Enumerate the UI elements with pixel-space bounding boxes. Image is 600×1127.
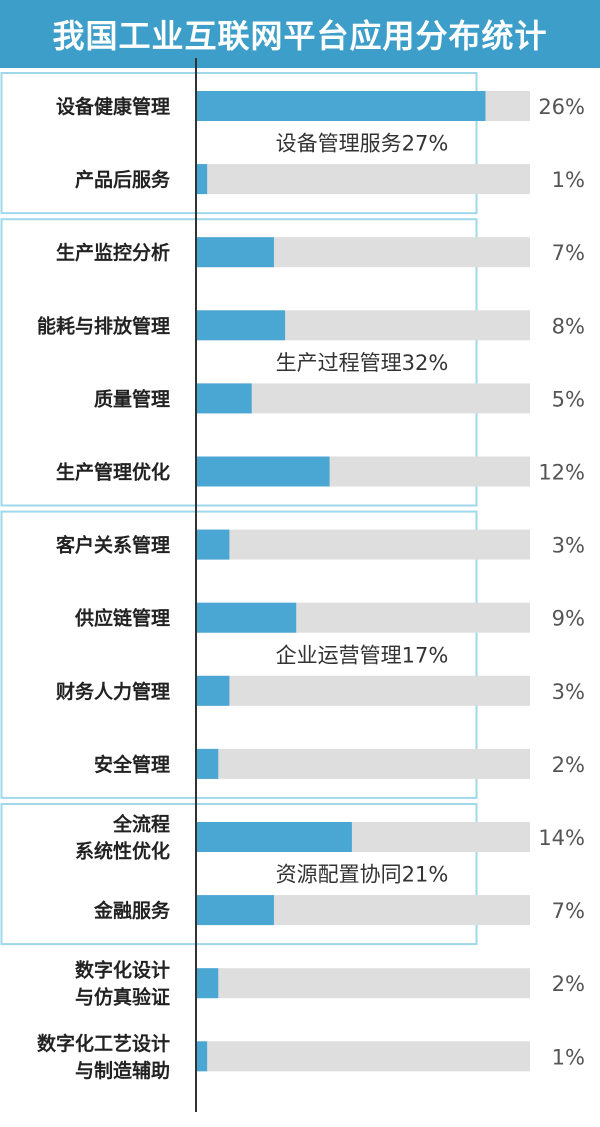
bar-track-13: [196, 1041, 530, 1072]
bar-2: [196, 237, 274, 268]
group-label-3: 资源配置协同21%: [276, 863, 449, 887]
bar-9: [196, 748, 219, 779]
value-label-12: 2%: [552, 972, 585, 996]
chart-title: 我国工业互联网平台应用分布统计: [0, 0, 600, 68]
group-label-bg-1: [254, 346, 470, 377]
value-label-8: 3%: [552, 680, 585, 704]
bar-track-8: [196, 675, 530, 706]
group-box-2: [0, 510, 478, 799]
category-label-3: 能耗与排放管理: [37, 314, 170, 337]
value-label-13: 1%: [552, 1045, 585, 1069]
category-label-1: 产品后服务: [75, 168, 171, 191]
bar-track-1: [196, 164, 530, 195]
value-label-10: 14%: [538, 826, 585, 850]
value-label-11: 7%: [552, 899, 585, 923]
group-label-bg-0: [254, 127, 470, 158]
category-label-6: 客户关系管理: [56, 534, 170, 557]
group-label-1: 生产过程管理32%: [276, 351, 449, 375]
category-label-7: 供应链管理: [74, 607, 170, 630]
group-box-1: [0, 218, 478, 507]
group-label-bg-3: [254, 858, 470, 889]
bar-10: [196, 822, 352, 852]
category-label-10: 全流程系统性优化: [75, 813, 170, 863]
group-label-0: 设备管理服务27%: [276, 132, 449, 156]
category-label-2: 生产监控分析: [56, 241, 170, 264]
category-label-13: 数字化工艺设计与制造辅助: [37, 1032, 170, 1082]
category-label-0: 设备健康管理: [56, 95, 170, 118]
bar-7: [196, 602, 297, 633]
group-box-0: [0, 72, 478, 215]
bar-track-9: [196, 748, 530, 779]
category-label-12: 数字化设计与仿真验证: [75, 959, 170, 1009]
value-label-2: 7%: [552, 241, 585, 265]
group-label-2: 企业运营管理17%: [276, 643, 449, 667]
group-box-3: [0, 803, 478, 946]
bar-6: [196, 529, 230, 560]
category-label-4: 质量管理: [94, 387, 170, 410]
bar-12: [196, 968, 219, 999]
bar-track-6: [196, 529, 530, 560]
value-label-5: 12%: [538, 461, 585, 485]
bar-0: [196, 91, 486, 121]
bar-8: [196, 675, 230, 706]
value-label-9: 2%: [552, 753, 585, 777]
category-label-11: 金融服务: [93, 899, 171, 922]
bar-3: [196, 310, 286, 341]
bar-11: [196, 895, 274, 926]
value-label-3: 8%: [552, 314, 585, 338]
bar-13: [196, 1041, 208, 1072]
category-label-8: 财务人力管理: [56, 680, 170, 703]
bar-5: [196, 456, 330, 487]
value-label-6: 3%: [552, 534, 585, 558]
value-label-0: 26%: [538, 95, 585, 119]
category-label-5: 生产管理优化: [56, 461, 170, 484]
value-label-1: 1%: [552, 168, 585, 192]
bar-4: [196, 383, 252, 414]
bar-track-12: [196, 968, 530, 999]
group-label-bg-2: [254, 639, 470, 670]
value-label-4: 5%: [552, 387, 585, 411]
value-label-7: 9%: [552, 607, 585, 631]
bar-1: [196, 164, 208, 195]
category-label-9: 安全管理: [94, 753, 170, 776]
